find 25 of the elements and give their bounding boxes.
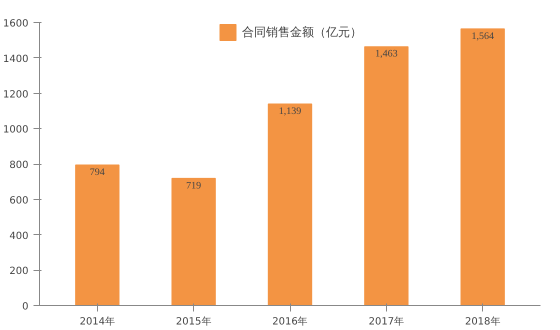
bar — [171, 178, 216, 306]
bar — [460, 28, 505, 306]
x-tick-label: 2017年 — [368, 316, 404, 328]
x-tick-label: 2014年 — [80, 316, 116, 328]
x-tick-label: 2015年 — [176, 316, 212, 328]
text: 719 — [186, 180, 202, 192]
y-tick-label: 1000 — [3, 124, 29, 136]
y-tick-label: 1400 — [3, 54, 29, 65]
bar — [75, 164, 120, 306]
bar — [364, 46, 409, 306]
bar — [268, 104, 312, 306]
x-tick-label: 2018年 — [464, 316, 500, 328]
text: 1,463 — [375, 48, 398, 60]
y-tick-label: 1600 — [3, 18, 29, 30]
y-tick-label: 200 — [9, 266, 29, 278]
text: 1,564 — [471, 30, 494, 42]
y-tick-label: 400 — [9, 230, 29, 242]
y-tick-label: 800 — [9, 160, 29, 171]
text: 1,139 — [278, 106, 302, 118]
y-tick-label: 1200 — [3, 89, 29, 100]
x-tick-label: 2016年 — [272, 316, 308, 328]
text: 794 — [90, 167, 105, 178]
y-tick-label: 0 — [22, 302, 29, 312]
legend-label: 合同销售金额（亿元） — [242, 24, 362, 40]
y-tick-label: 600 — [9, 195, 29, 206]
